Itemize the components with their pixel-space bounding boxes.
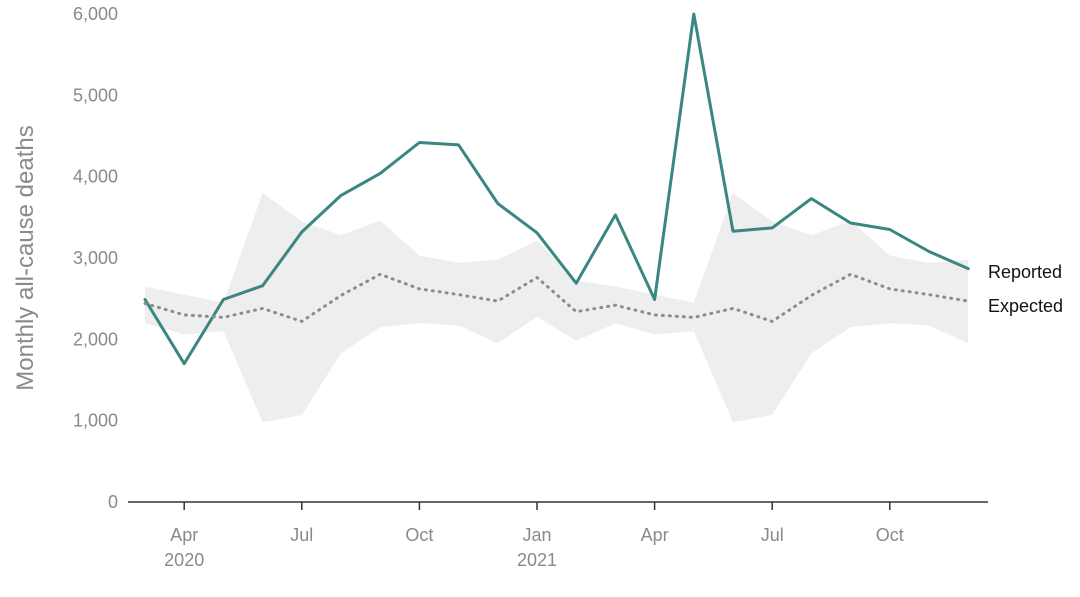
y-tick-label: 2,000 — [73, 329, 118, 349]
series-line-expected — [143, 272, 970, 323]
x-tick-year-label: 2020 — [164, 550, 204, 570]
y-axis-label: Monthly all-cause deaths — [12, 125, 39, 390]
series-label-reported: Reported — [988, 262, 1062, 282]
y-tick-label: 5,000 — [73, 85, 118, 105]
x-tick-label: Apr — [170, 525, 198, 545]
x-tick-label: Jan — [522, 525, 551, 545]
y-tick-label: 6,000 — [73, 4, 118, 24]
axis-layer: 0 1,000 2,000 3,000 4,000 5,000 6,000 Apr 2020 Ju… — [73, 4, 988, 570]
series-label-expected: Expected — [988, 296, 1063, 316]
band-layer — [145, 192, 969, 423]
x-tick-label: Jul — [290, 525, 313, 545]
y-tick-label: 3,000 — [73, 248, 118, 268]
y-tick-label: 4,000 — [73, 167, 118, 187]
x-tick-label: Apr — [641, 525, 669, 545]
expected-range-band — [145, 192, 969, 423]
x-tick-label: Jul — [761, 525, 784, 545]
x-tick-label: Oct — [876, 525, 904, 545]
y-tick-label: 1,000 — [73, 411, 118, 431]
y-tick-label: 0 — [108, 492, 118, 512]
x-tick-year-label: 2021 — [517, 550, 557, 570]
series-layer — [143, 12, 970, 366]
series-line-reported — [143, 12, 970, 366]
x-tick-label: Oct — [405, 525, 433, 545]
label-layer: Reported Expected — [988, 262, 1063, 316]
